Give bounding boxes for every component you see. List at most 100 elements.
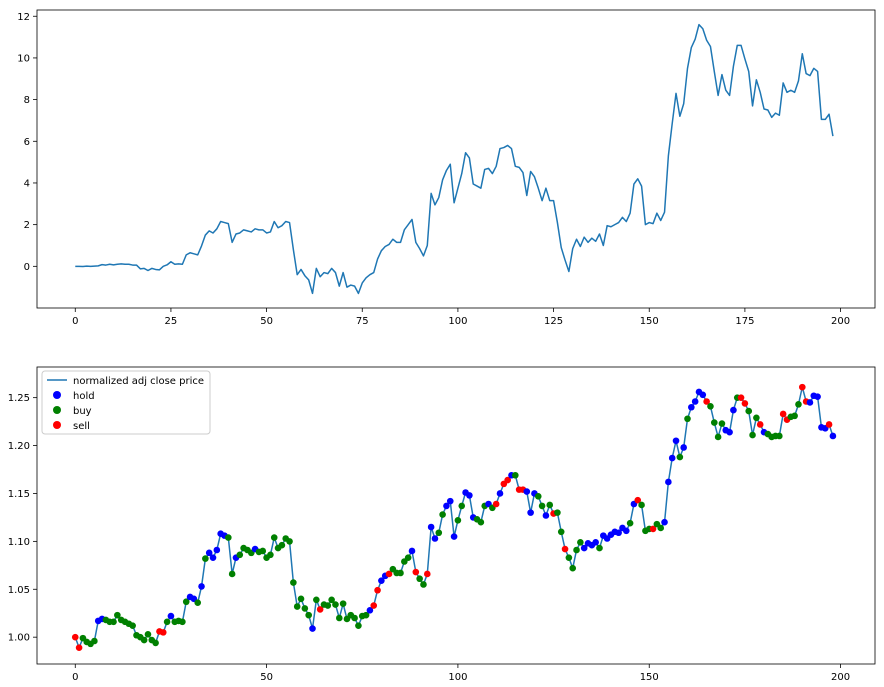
sell-point xyxy=(649,525,657,533)
hold-point xyxy=(213,546,221,554)
hold-point xyxy=(580,544,588,552)
hold-point xyxy=(408,547,416,555)
buy-point xyxy=(152,639,159,647)
price-series xyxy=(75,23,834,295)
buy-point xyxy=(791,412,798,420)
legend-label-line: normalized adj close price xyxy=(73,376,204,387)
x-tick-label: 200 xyxy=(831,672,850,683)
bottom-axes-frame xyxy=(36,366,876,665)
legend-label-buy: buy xyxy=(73,406,92,417)
legend: normalized adj close price hold buy sell xyxy=(41,370,211,435)
buy-point xyxy=(339,600,347,607)
x-tick-label: 175 xyxy=(735,316,754,327)
x-tick-label: 150 xyxy=(640,672,659,683)
buy-point xyxy=(458,502,466,510)
x-tick-label: 50 xyxy=(260,316,273,327)
y-tick-label: 12 xyxy=(17,12,30,23)
buy-point xyxy=(114,611,121,619)
buy-point xyxy=(328,596,335,604)
buy-point xyxy=(626,519,634,527)
sell-point xyxy=(504,476,511,484)
hold-point xyxy=(309,625,316,632)
hold-point xyxy=(665,478,672,486)
buy-point xyxy=(259,547,267,555)
buy-point xyxy=(546,501,554,509)
buy-point xyxy=(538,502,546,510)
buy-point xyxy=(776,432,783,440)
sell-point xyxy=(799,383,806,391)
hold-point xyxy=(688,403,695,411)
y-tick-label: 8 xyxy=(24,95,30,106)
sell-point xyxy=(492,500,500,508)
hold-point xyxy=(615,529,622,537)
top-y-axis: 0 2 4 6 8 10 12 xyxy=(17,12,37,273)
buy-point xyxy=(684,415,691,423)
sell-point xyxy=(825,421,833,428)
legend-label-sell: sell xyxy=(73,421,90,432)
sell-point xyxy=(634,496,642,504)
buy-point xyxy=(194,599,202,606)
y-tick-label: 1.25 xyxy=(8,393,30,404)
hold-point xyxy=(726,428,733,436)
hold-point xyxy=(680,444,687,451)
action-points xyxy=(71,383,837,652)
buy-point xyxy=(355,622,362,629)
hold-point xyxy=(814,393,821,401)
sell-point xyxy=(71,633,79,641)
y-tick-label: 1.10 xyxy=(8,537,30,548)
hold-point xyxy=(523,488,531,495)
y-tick-label: 4 xyxy=(24,178,30,189)
hold-point xyxy=(205,549,213,557)
buy-point xyxy=(397,569,404,577)
hold-point xyxy=(209,554,217,561)
buy-point xyxy=(335,614,343,622)
sell-point xyxy=(561,545,569,553)
buy-point xyxy=(753,414,760,422)
buy-point xyxy=(749,431,756,439)
y-tick-label: 0 xyxy=(24,262,30,273)
price-line-chart: 0 25 50 75 100 125 150 175 200 0 2 4 6 8 10 12 xyxy=(17,9,876,327)
buy-point xyxy=(332,601,339,608)
sell-point xyxy=(159,629,167,636)
buy-point xyxy=(267,551,274,559)
y-tick-label: 1.05 xyxy=(8,585,30,596)
normalized-price-action-chart: 0 50 100 150 200 1.00 1.05 1.10 1.15 1.20 1.25 no… xyxy=(8,366,876,683)
buy-point xyxy=(182,598,190,606)
buy-point xyxy=(301,605,309,612)
legend-hold-marker xyxy=(53,391,61,399)
buy-point xyxy=(707,402,714,410)
hold-point xyxy=(691,398,699,405)
buy-point xyxy=(163,618,171,626)
buy-point xyxy=(638,501,645,509)
y-tick-label: 2 xyxy=(24,220,30,231)
bottom-x-axis: 0 50 100 150 200 xyxy=(72,664,850,683)
sell-point xyxy=(316,606,324,613)
buy-point xyxy=(404,554,412,561)
buy-point xyxy=(435,529,443,537)
x-tick-label: 25 xyxy=(165,316,178,327)
hold-point xyxy=(622,527,630,535)
sell-point xyxy=(779,410,787,418)
buy-point xyxy=(144,631,152,638)
sell-point xyxy=(374,586,381,594)
buy-point xyxy=(557,528,565,536)
sell-point xyxy=(424,570,431,578)
buy-point xyxy=(313,596,320,604)
buy-point xyxy=(714,433,722,441)
buy-point xyxy=(228,570,236,578)
hold-point xyxy=(496,490,504,497)
buy-point xyxy=(554,509,561,516)
legend-label-hold: hold xyxy=(73,391,95,402)
buy-point xyxy=(565,554,573,561)
x-tick-label: 100 xyxy=(448,672,467,683)
buy-point xyxy=(286,538,293,545)
sell-point xyxy=(737,394,745,401)
x-tick-label: 0 xyxy=(72,316,78,327)
hold-point xyxy=(378,577,385,584)
hold-point xyxy=(198,583,205,590)
hold-point xyxy=(806,399,814,406)
buy-point xyxy=(91,637,98,645)
y-tick-label: 10 xyxy=(17,53,30,64)
